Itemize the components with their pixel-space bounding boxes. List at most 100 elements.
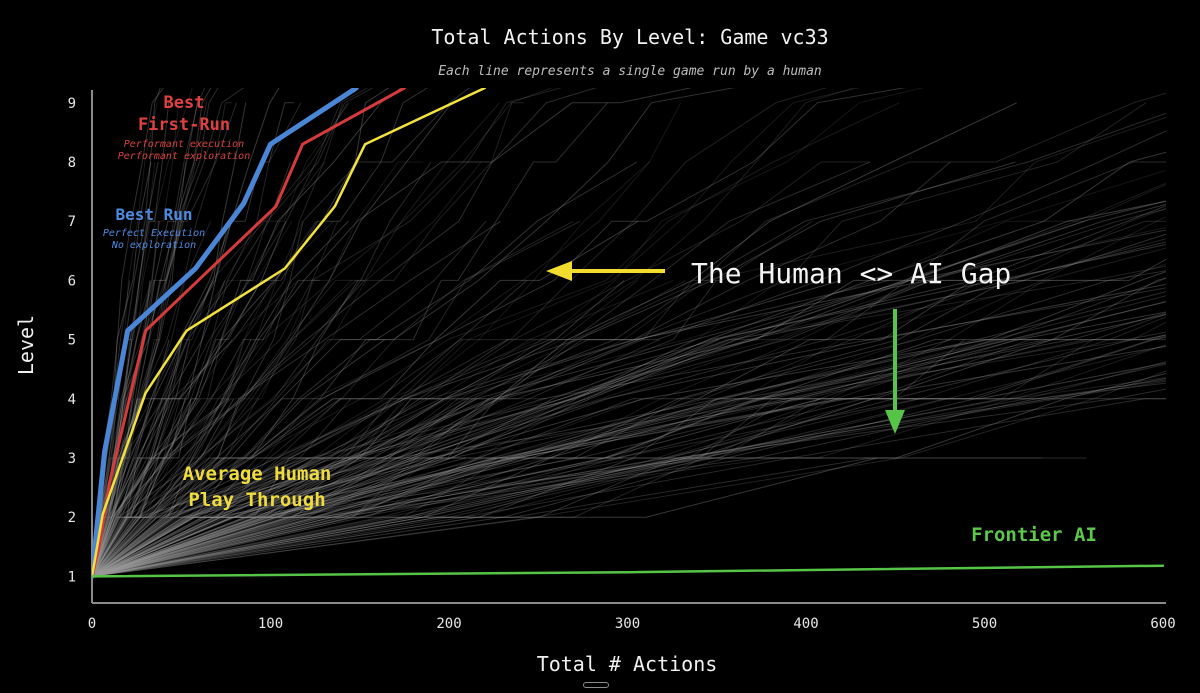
- human-run-line: [92, 238, 1166, 577]
- y-tick-label: 7: [68, 214, 76, 230]
- human-run-line: [92, 339, 536, 577]
- human-run-line: [92, 203, 1166, 577]
- human-run-line: [92, 229, 1166, 577]
- human-run-line: [92, 88, 861, 577]
- best-first-run-label-2: First-Run: [138, 115, 230, 135]
- human-run-line: [92, 102, 198, 577]
- human-run-line: [92, 88, 597, 577]
- human-run-line: [92, 339, 180, 577]
- human-run-line: [92, 398, 352, 577]
- human-run-line: [92, 102, 500, 577]
- human-run-line: [92, 339, 719, 577]
- human-run-line: [92, 161, 1166, 577]
- human-run-line: [92, 457, 165, 577]
- human-run-line: [92, 221, 287, 577]
- human-run-line: [92, 88, 485, 577]
- human-run-line: [92, 457, 326, 577]
- x-tick-label: 200: [436, 616, 461, 632]
- human-run-line: [92, 102, 1017, 577]
- human-run-line: [92, 130, 1166, 577]
- human-run-line: [92, 88, 925, 577]
- human-run-line: [92, 339, 1087, 577]
- human-run-line: [92, 398, 1166, 577]
- human-run-line: [92, 398, 491, 577]
- human-run-line: [92, 362, 1166, 577]
- human-run-line: [92, 220, 317, 577]
- best-run-note-1: Perfect Execution: [103, 228, 205, 239]
- human-run-line: [92, 220, 349, 577]
- human-run-line: [92, 161, 650, 577]
- human-run-line: [92, 279, 933, 577]
- human-run-line: [92, 247, 1166, 577]
- human-run-line: [92, 102, 608, 577]
- y-tick-label: 5: [68, 333, 76, 349]
- human-run-line: [92, 457, 142, 577]
- human-run-line: [92, 220, 1166, 577]
- human-run-line: [92, 372, 1166, 577]
- human-run-line: [92, 280, 352, 577]
- human-run-line: [92, 398, 547, 577]
- human-run-line: [92, 102, 208, 577]
- human-run-line: [92, 398, 469, 577]
- human-run-line: [92, 457, 878, 577]
- human-run-line: [92, 398, 643, 577]
- human-run-line: [92, 388, 1166, 577]
- human-run-line: [92, 161, 482, 577]
- human-run-line: [92, 398, 168, 577]
- y-ticks: 1 2 3 4 5 6 7 8 9: [68, 96, 76, 586]
- human-run-line: [92, 295, 1166, 577]
- series-lines: [92, 88, 1165, 579]
- x-tick-label: 300: [615, 616, 640, 632]
- human-run-line: [92, 457, 374, 577]
- human-run-line: [92, 398, 474, 577]
- human-run-line: [92, 88, 428, 577]
- human-run-line: [92, 220, 304, 577]
- human-run-line: [92, 398, 821, 577]
- human-run-line: [92, 339, 952, 577]
- human-run-line: [92, 151, 1166, 577]
- human-run-line: [92, 280, 359, 577]
- human-run-line: [92, 377, 1166, 577]
- gap-left-arrow: [546, 261, 665, 281]
- human-run-line: [92, 314, 1166, 577]
- human-run-line: [92, 339, 1047, 577]
- human-run-line: [92, 102, 232, 577]
- human-run-line: [92, 208, 1166, 577]
- human-run-line: [92, 398, 730, 577]
- human-run-line: [92, 88, 828, 577]
- y-tick-label: 3: [68, 451, 76, 467]
- human-run-line: [92, 457, 467, 577]
- human-run-line: [92, 241, 1166, 577]
- human-run-line: [92, 88, 245, 577]
- human-run-line: [92, 398, 260, 577]
- human-run-line: [92, 398, 232, 577]
- human-run-line: [92, 457, 311, 577]
- human-run-line: [92, 313, 1166, 577]
- human-run-line: [92, 161, 187, 577]
- human-run-line: [92, 88, 280, 577]
- human-run-line: [92, 316, 1166, 577]
- human-run-line: [92, 205, 1166, 577]
- human-run-line: [92, 379, 1166, 577]
- human-run-line: [92, 398, 235, 577]
- human-run-line: [92, 220, 813, 577]
- human-run-line: [92, 221, 339, 577]
- human-run-line: [92, 200, 1166, 577]
- human-run-line: [92, 263, 1166, 577]
- human-run-line: [92, 457, 1087, 577]
- human-run-line: [92, 88, 906, 577]
- human-run-line: [92, 457, 370, 577]
- human-run-line: [92, 457, 225, 577]
- series-line-average-human-play-through: [92, 88, 486, 578]
- best-run-label: Best Run: [115, 205, 192, 224]
- human-run-line: [92, 398, 843, 577]
- human-run-line: [92, 161, 424, 577]
- x-tick-label: 100: [258, 616, 283, 632]
- human-run-line: [92, 398, 187, 577]
- y-tick-label: 1: [68, 569, 76, 585]
- human-run-line: [92, 339, 464, 577]
- human-run-line: [92, 280, 639, 577]
- human-run-line: [92, 161, 291, 577]
- human-run-line: [92, 216, 1166, 577]
- best-run-note-2: No exploration: [111, 240, 196, 251]
